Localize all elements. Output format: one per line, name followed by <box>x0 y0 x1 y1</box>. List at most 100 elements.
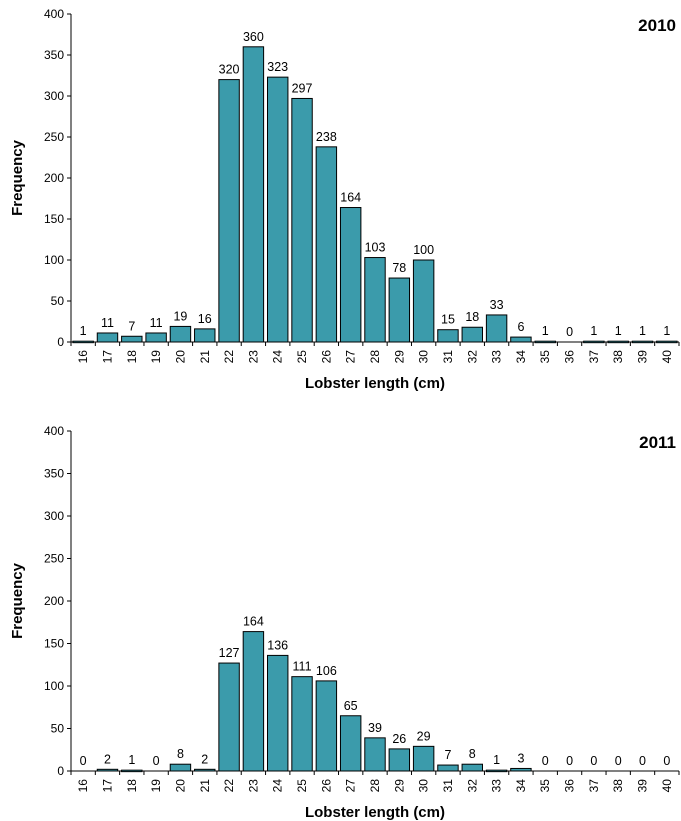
x-tick-label-28: 28 <box>368 779 382 793</box>
bar-32 <box>461 326 483 343</box>
y-tick-label: 0 <box>57 764 64 778</box>
data-label-30: 100 <box>413 243 434 257</box>
bar-19 <box>145 332 167 343</box>
x-axis-title: Lobster length (cm) <box>305 375 445 392</box>
y-tick-label: 300 <box>44 89 64 103</box>
data-label-19: 0 <box>153 754 160 768</box>
bar-33 <box>485 769 508 773</box>
x-tick-label-31: 31 <box>441 350 455 364</box>
x-tick-label-27: 27 <box>344 779 358 793</box>
bar-23 <box>242 631 265 772</box>
bar-31 <box>437 329 459 343</box>
data-label-36: 0 <box>566 754 573 768</box>
bar-30 <box>412 745 435 772</box>
bar-33 <box>485 314 508 343</box>
y-tick-label: 200 <box>44 171 64 185</box>
bar-22 <box>218 662 240 772</box>
bar-39 <box>631 340 654 344</box>
data-label-17: 11 <box>101 316 114 330</box>
year-label: 2011 <box>639 433 676 452</box>
x-tick-label-19: 19 <box>149 350 163 364</box>
bar-20 <box>169 325 192 343</box>
x-tick-label-26: 26 <box>319 779 333 793</box>
y-tick-label: 200 <box>44 594 64 608</box>
data-label-20: 19 <box>173 309 187 323</box>
bar-29 <box>388 277 411 343</box>
x-tick-label-22: 22 <box>222 350 236 364</box>
data-label-17: 2 <box>104 752 111 766</box>
y-tick-label: 250 <box>44 130 64 144</box>
x-tick-label-20: 20 <box>173 779 187 793</box>
data-label-40: 0 <box>663 754 670 768</box>
x-tick-label-34: 34 <box>514 350 528 364</box>
bar-18 <box>121 335 143 343</box>
y-tick-label: 50 <box>51 294 65 308</box>
y-axis-title: Frequency <box>9 139 26 216</box>
bar-22 <box>218 79 240 343</box>
bar-27 <box>339 715 362 772</box>
data-label-32: 18 <box>465 310 479 324</box>
x-tick-label-28: 28 <box>368 350 382 364</box>
x-tick-label-37: 37 <box>587 779 601 793</box>
bar-17 <box>96 768 119 772</box>
x-tick-label-17: 17 <box>100 350 114 364</box>
bar-34 <box>510 767 532 772</box>
data-label-31: 15 <box>441 313 455 327</box>
bar-35 <box>534 340 556 344</box>
x-tick-label-19: 19 <box>149 779 163 793</box>
x-tick-label-40: 40 <box>660 779 674 793</box>
bar-38 <box>607 340 629 344</box>
bar-24 <box>267 76 289 343</box>
data-label-32: 8 <box>469 747 476 761</box>
data-label-28: 103 <box>365 241 386 255</box>
y-tick-label: 350 <box>44 48 64 62</box>
histogram-2010: 0501001502002503003504001161117718111919… <box>9 7 680 392</box>
data-label-33: 1 <box>493 753 500 767</box>
data-label-29: 78 <box>392 261 406 275</box>
data-label-31: 7 <box>444 748 451 762</box>
bar-16 <box>72 340 94 344</box>
data-label-33: 33 <box>490 298 504 312</box>
data-label-40: 1 <box>663 324 670 338</box>
data-label-37: 0 <box>590 754 597 768</box>
y-tick-label: 150 <box>44 637 64 651</box>
data-label-36: 0 <box>566 325 573 339</box>
x-tick-label-36: 36 <box>563 350 577 364</box>
data-label-18: 1 <box>128 753 135 767</box>
bar-28 <box>364 257 386 343</box>
x-tick-label-24: 24 <box>271 779 285 793</box>
x-tick-label-33: 33 <box>490 350 504 364</box>
data-label-23: 360 <box>243 30 264 44</box>
x-tick-label-35: 35 <box>538 350 552 364</box>
bar-26 <box>315 146 338 343</box>
x-tick-label-35: 35 <box>538 779 552 793</box>
bar-26 <box>315 680 338 772</box>
bar-28 <box>364 737 386 772</box>
bar-18 <box>121 769 143 773</box>
data-label-16: 0 <box>80 754 87 768</box>
x-tick-label-29: 29 <box>392 779 406 793</box>
data-label-21: 16 <box>198 312 212 326</box>
data-label-25: 111 <box>293 660 312 674</box>
x-tick-label-25: 25 <box>295 779 309 793</box>
bar-21 <box>194 328 216 343</box>
x-tick-label-30: 30 <box>417 350 431 364</box>
x-tick-label-39: 39 <box>636 350 650 364</box>
data-label-26: 106 <box>316 664 337 678</box>
bar-31 <box>437 764 459 772</box>
data-label-26: 238 <box>316 130 337 144</box>
x-tick-label-16: 16 <box>76 350 90 364</box>
x-tick-label-17: 17 <box>100 779 114 793</box>
y-tick-label: 400 <box>44 7 64 21</box>
bar-32 <box>461 763 483 772</box>
bar-24 <box>267 654 289 772</box>
data-label-35: 1 <box>542 324 549 338</box>
data-label-27: 164 <box>340 191 361 205</box>
x-tick-label-30: 30 <box>417 779 431 793</box>
data-label-34: 3 <box>517 751 524 765</box>
y-tick-label: 150 <box>44 212 64 226</box>
data-label-27: 65 <box>344 699 358 713</box>
bar-25 <box>291 676 313 772</box>
x-axis-title: Lobster length (cm) <box>305 804 445 821</box>
